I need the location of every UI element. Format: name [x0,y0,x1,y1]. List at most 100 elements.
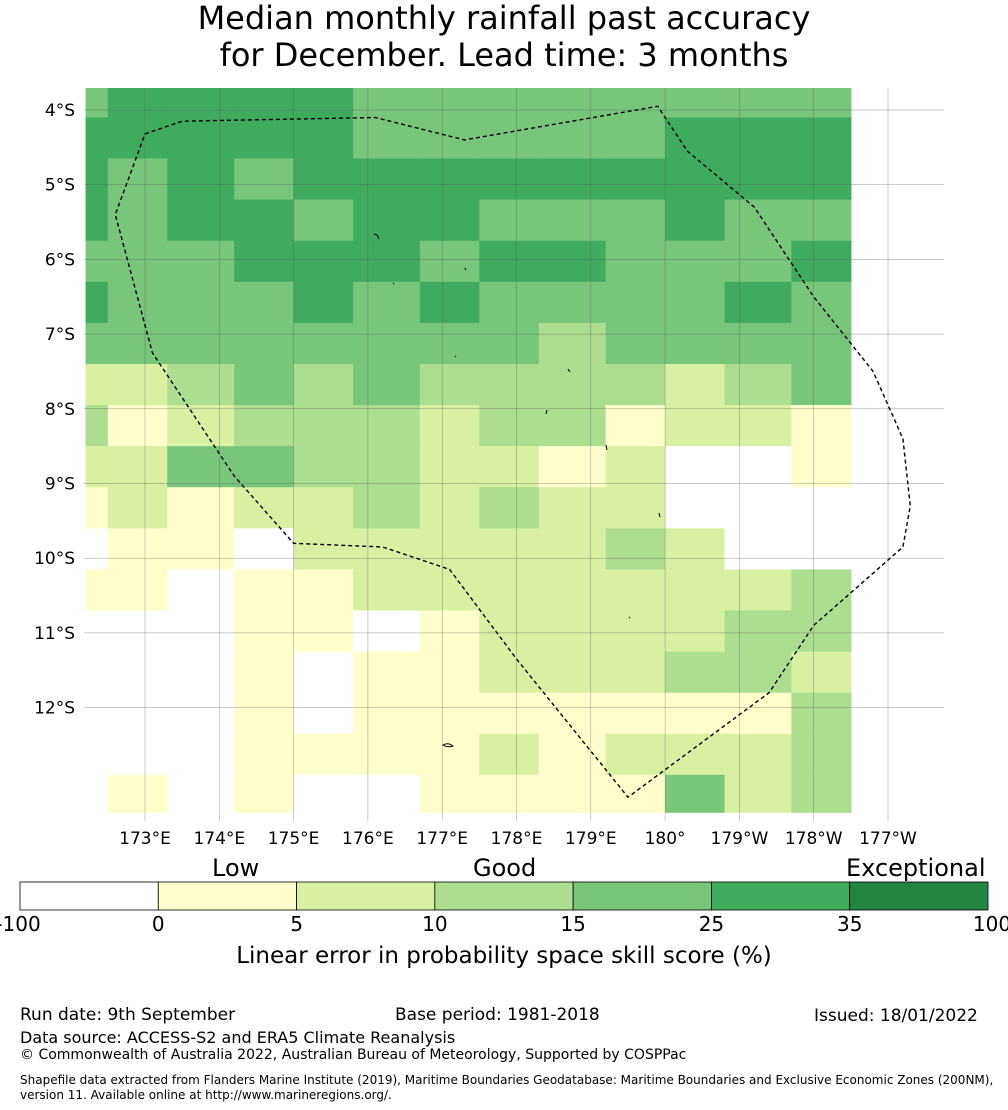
skill-cell [167,240,235,283]
skill-cell [293,88,354,119]
longitude-tick-label: 179°E [565,829,617,849]
skill-cell [791,117,852,160]
skill-cell [293,487,354,529]
colorbar-tick-label: 35 [836,912,863,936]
skill-cell [353,199,421,242]
skill-cell [353,487,421,529]
skill-cell [791,610,852,653]
skill-cell [419,281,480,324]
skill-cell [234,199,295,242]
skill-cell [234,405,295,447]
skill-cell [167,322,235,365]
skill-cell [538,363,607,406]
longitude-tick-labels: 173°E 174°E 175°E 176°E 177°E 178°E 179°E 180° 1… [119,829,917,849]
skill-cell [293,158,354,201]
skill-cell [167,692,235,735]
skill-cell [419,363,480,406]
skill-cell [107,774,168,813]
skill-cell [791,240,852,283]
skill-cell [167,363,235,406]
skill-cell [479,405,540,447]
skill-cell [353,88,421,119]
skill-cell [293,199,354,242]
skill-cell [791,88,852,119]
skill-cell [293,733,354,776]
skill-cell [724,281,793,324]
map-gridlines [84,88,944,821]
skill-cell [791,158,852,201]
skill-cell [234,117,295,160]
skill-cell [665,158,726,201]
longitude-tick-label: 178°W [785,829,843,849]
skill-cell [107,487,168,529]
longitude-tick-label: 180° [645,829,686,849]
skill-cell [538,322,607,365]
skill-cell [293,322,354,365]
skill-cell [479,446,540,488]
skill-cell [234,487,295,529]
skill-cell [234,363,295,406]
latitude-tick-label: 12°S [34,699,75,719]
skill-cell [167,569,235,612]
skill-cell [479,569,540,612]
colorbar [19,881,989,911]
skill-cell [107,88,168,119]
colorbar-label: Linear error in probability space skill … [236,943,772,969]
island-outline [392,282,395,285]
skill-cell [85,487,109,529]
skill-cell [419,733,480,776]
skill-cell [605,733,666,776]
skill-cell [234,651,295,694]
skill-cell [538,610,607,653]
skill-cell [479,281,540,324]
skill-cell [85,528,109,571]
skill-cell [234,281,295,324]
skill-cell [107,569,168,612]
skill-cell [85,446,109,488]
skill-cell [791,528,852,571]
skill-cell [665,733,726,776]
skill-cell [107,240,168,283]
skill-cell [353,281,421,324]
skill-cell [167,446,235,488]
island-outline [567,368,571,373]
skill-cell [419,692,480,735]
skill-cell [791,733,852,776]
skill-cell [419,199,480,242]
latitude-tick-label: 6°S [45,250,75,270]
colorbar-bin [711,881,851,911]
skill-cell [538,651,607,694]
skill-cell [791,692,852,735]
skill-cell [538,158,607,201]
skill-cell [353,692,421,735]
skill-cell [293,774,354,813]
skill-cell [724,240,793,283]
skill-cell [419,158,480,201]
skill-cell [724,569,793,612]
skill-cell [293,240,354,283]
skill-cell [479,487,540,529]
island-outline [373,233,380,240]
skill-cell [107,405,168,447]
skill-cell [724,405,793,447]
skill-cell [724,528,793,571]
skill-cell [107,363,168,406]
issued-date: Issued: 18/01/2022 [814,1006,978,1026]
latitude-tick-label: 11°S [34,624,75,644]
skill-cell [234,446,295,488]
skill-cell [538,88,607,119]
skill-cell [419,240,480,283]
skill-cell [479,774,540,813]
skill-cell [791,199,852,242]
island-outline [628,616,631,619]
category-low: Low [212,854,260,882]
island-outline [464,267,467,271]
skill-cell [791,281,852,324]
skill-cell [538,117,607,160]
skill-cell [724,363,793,406]
skill-cell [85,692,109,735]
skill-cell [167,281,235,324]
skill-cell [419,569,480,612]
skill-cell [293,405,354,447]
skill-cell [234,733,295,776]
